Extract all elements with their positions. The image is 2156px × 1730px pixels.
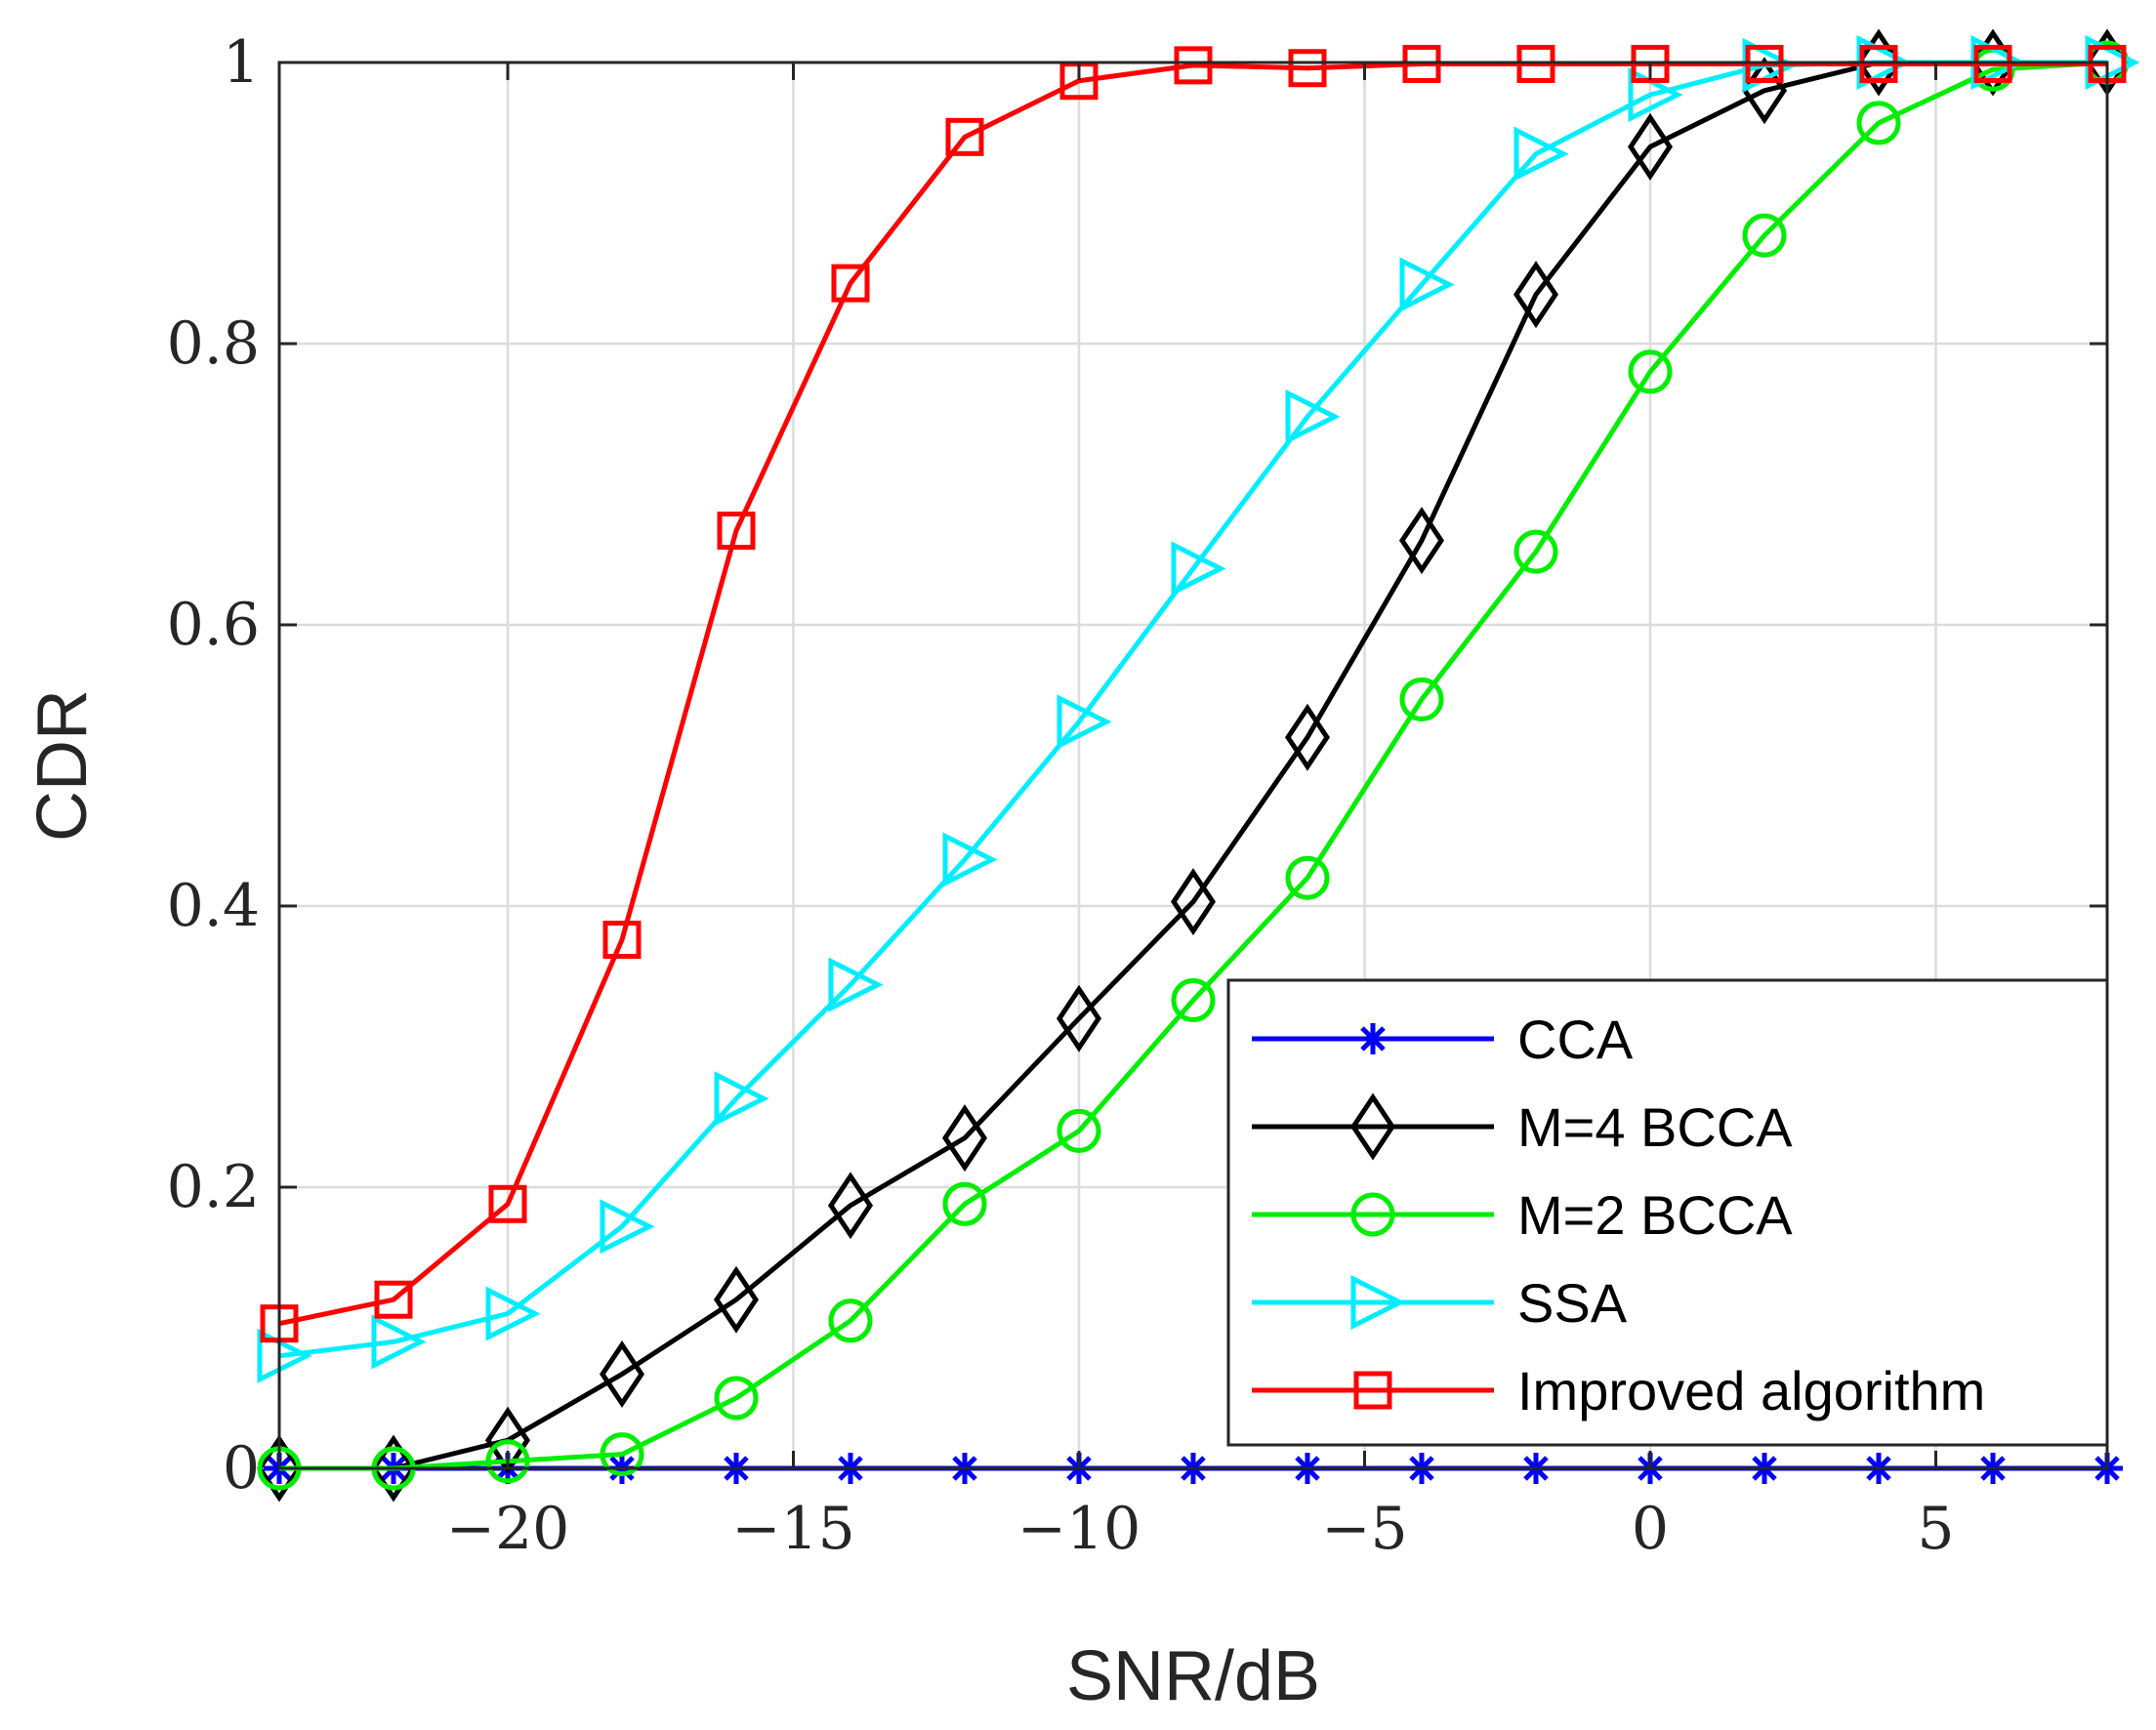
data-point	[1513, 126, 1569, 182]
data-point	[1170, 868, 1217, 936]
y-tick-label: 0.4	[167, 872, 260, 940]
legend-marker	[1357, 1023, 1389, 1054]
series-line	[279, 60, 2108, 1471]
data-point	[828, 1298, 873, 1343]
data-point	[485, 1286, 541, 1341]
data-point	[257, 1328, 312, 1383]
legend-entry: M=2 BCCA	[1252, 1184, 1793, 1246]
data-point	[942, 832, 998, 887]
legend-label: CCA	[1517, 1009, 1634, 1070]
data-point	[1742, 213, 1787, 258]
axes-frame	[277, 61, 2109, 1470]
y-axis-title: CDR	[23, 689, 102, 842]
data-point	[714, 1376, 759, 1421]
data-point	[941, 1104, 988, 1173]
data-point	[1627, 112, 1674, 181]
data-point	[1057, 694, 1112, 750]
data-point	[945, 117, 984, 156]
legend-entry: M=4 BCCA	[1252, 1092, 1793, 1161]
legend-marker	[1353, 1371, 1392, 1410]
data-point	[1284, 703, 1331, 771]
y-tick-label: 0.2	[167, 1153, 260, 1221]
x-axis-title: SNR/dB	[1066, 1637, 1320, 1715]
x-tick-label: −10	[1017, 1495, 1141, 1563]
data-point	[1628, 67, 1683, 123]
data-point	[600, 1432, 644, 1477]
data-point	[717, 512, 756, 551]
data-point	[599, 1340, 645, 1409]
data-point	[831, 264, 870, 303]
legend-label: M=4 BCCA	[1517, 1096, 1793, 1158]
data-point	[600, 1199, 655, 1255]
data-point	[1174, 46, 1213, 85]
data-point	[371, 1314, 427, 1370]
legend-entry: SSA	[1252, 1272, 1628, 1334]
data-point	[1513, 261, 1559, 329]
legend: CCA M=4 BCCA M=2 BCCA SSA Improved algorithm	[1226, 978, 2109, 1447]
y-tick-label: 0.6	[167, 591, 260, 659]
x-tick-label: −20	[446, 1495, 570, 1563]
data-point	[256, 1434, 303, 1503]
data-point	[1398, 507, 1445, 575]
series-m-2-bcca	[257, 40, 2130, 1491]
y-tick-label: 0	[223, 1434, 260, 1503]
data-point	[942, 1181, 987, 1226]
x-tick-label: 5	[1917, 1495, 1954, 1563]
data-point	[374, 1280, 413, 1319]
data-point	[1171, 541, 1226, 597]
data-point	[1285, 389, 1341, 444]
data-point	[1628, 350, 1673, 394]
data-point	[370, 1434, 417, 1503]
x-tick-label: 0	[1632, 1495, 1669, 1563]
legend-marker	[1349, 1092, 1396, 1161]
data-point	[1399, 677, 1444, 721]
x-tick-label: −5	[1321, 1495, 1407, 1563]
data-point	[714, 1071, 769, 1127]
data-point	[1056, 984, 1102, 1052]
data-point	[488, 1184, 527, 1223]
axes	[277, 61, 2109, 1470]
legend-marker	[1350, 1274, 1406, 1331]
data-point	[1513, 529, 1558, 574]
legend-entry: CCA	[1252, 1009, 1634, 1070]
legend-label: M=2 BCCA	[1517, 1184, 1793, 1246]
y-tick-label: 1	[223, 28, 260, 97]
data-point	[485, 1439, 530, 1484]
data-point	[1285, 855, 1330, 900]
y-tick-label: 0.8	[167, 309, 260, 378]
legend-marker	[1350, 1192, 1395, 1237]
data-point	[828, 957, 884, 1012]
legend-label: SSA	[1517, 1272, 1628, 1334]
data-point	[827, 1172, 874, 1240]
data-point	[602, 921, 642, 960]
data-point	[1171, 977, 1216, 1022]
data-point	[1856, 101, 1901, 145]
legend-entry: Improved algorithm	[1252, 1360, 1985, 1421]
data-point	[1288, 49, 1327, 88]
data-point	[713, 1265, 760, 1334]
legend-label: Improved algorithm	[1517, 1360, 1985, 1421]
x-tick-label: −15	[731, 1495, 855, 1563]
series-line	[279, 60, 2107, 1471]
data-point	[1057, 1108, 1101, 1153]
ticks: −20 −15 −10 −5 0 5 0 0.2 0.4 0.6 0.8 1	[167, 28, 2107, 1563]
data-point	[1399, 257, 1455, 312]
